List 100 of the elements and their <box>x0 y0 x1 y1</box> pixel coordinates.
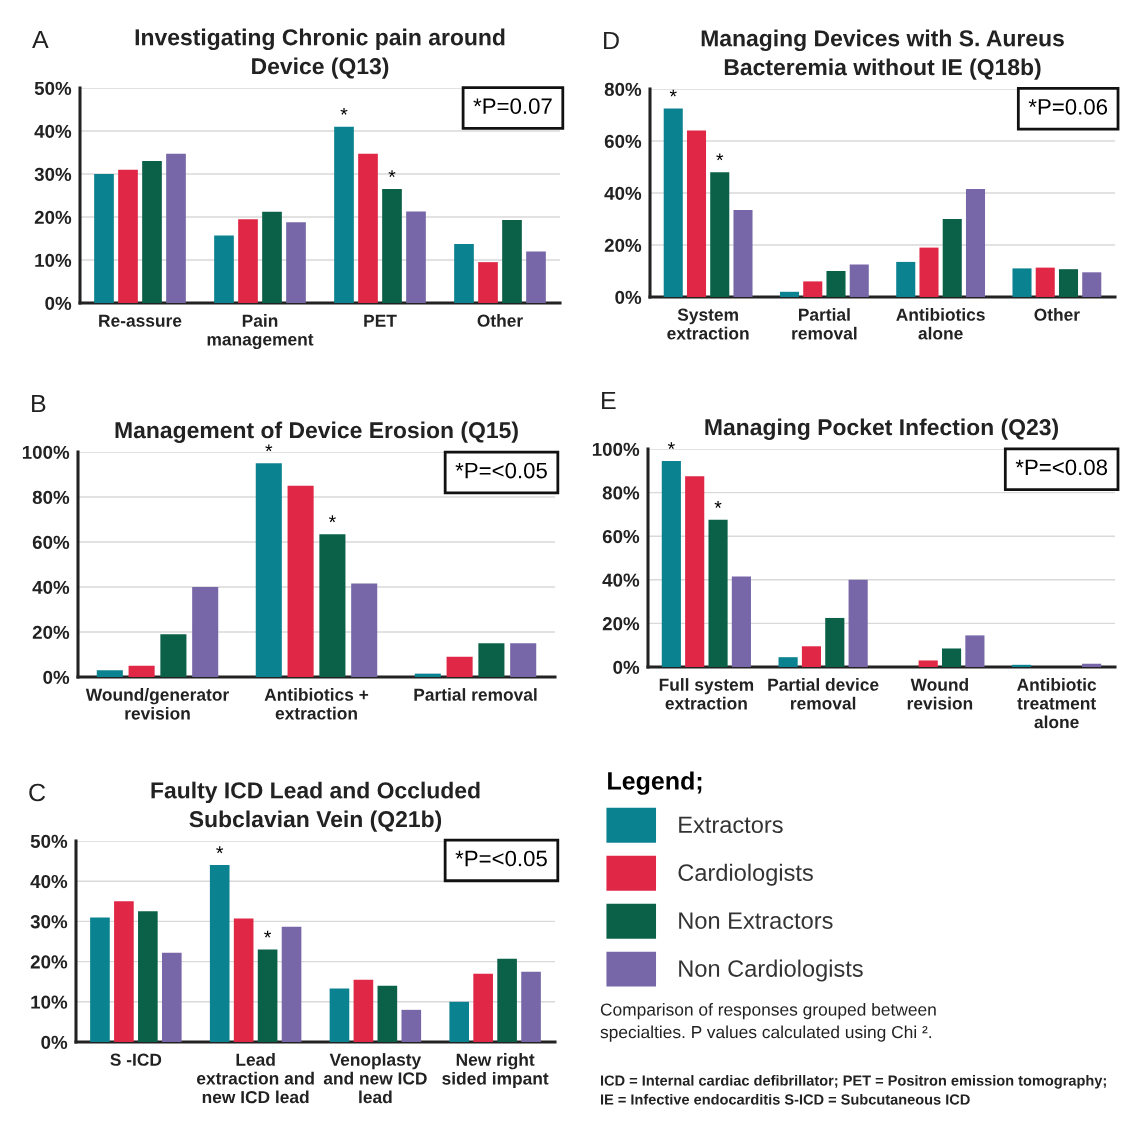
y-tick-label: 20% <box>30 955 68 969</box>
bar <box>918 660 938 667</box>
bar <box>478 262 498 303</box>
bar <box>663 108 683 297</box>
x-tick-label: Other <box>1034 308 1080 321</box>
bar <box>446 656 473 677</box>
y-tick-label: 80% <box>32 490 70 504</box>
data-label: * <box>340 107 348 115</box>
data-label: * <box>265 444 273 452</box>
y-tick-label: 40% <box>34 124 72 138</box>
chart-title: Faulty ICD Lead and Occluded Subclavian Vein (Q21b) <box>151 781 480 832</box>
y-tick-label: 50% <box>30 834 68 848</box>
bar <box>406 211 426 303</box>
bar <box>142 161 162 303</box>
x-tick-label: S -ICD <box>110 1053 162 1066</box>
bar <box>510 643 537 677</box>
y-tick-label: 60% <box>32 535 70 549</box>
bar <box>473 973 493 1042</box>
text: ICD = Internal cardiac defibrillator; PET = Positron emission tomography; IE = Infective endocarditis S-ICD = Subcutaneous ICD <box>600 1075 1106 1105</box>
bar <box>1082 272 1102 297</box>
bar <box>502 220 522 303</box>
bar <box>161 952 182 1042</box>
bar <box>826 271 846 297</box>
bar <box>686 130 707 297</box>
y-tick-label: 0% <box>615 290 642 304</box>
chart-title: Managing Devices with S. Aureus Bacteremia without IE (Q18b) <box>701 29 1064 80</box>
bar <box>1012 664 1032 667</box>
y-tick-label: 30% <box>34 167 72 181</box>
x-tick-label: PET <box>364 314 397 327</box>
legend-label: Extractors <box>679 816 783 834</box>
data-label: * <box>264 930 272 938</box>
bar <box>138 911 158 1042</box>
data-label: * <box>216 846 224 854</box>
text: C <box>29 783 46 802</box>
bar <box>1058 269 1079 297</box>
bar <box>825 617 845 667</box>
bar <box>118 169 138 303</box>
x-tick-label: Lead extraction and new ICD lead <box>196 1053 314 1104</box>
annotation: *P=<0.05 <box>455 850 547 867</box>
legend-label: Non Extractors <box>679 912 833 929</box>
x-tick-label: Antibiotics + extraction <box>264 688 369 720</box>
bar <box>848 579 868 667</box>
bar <box>382 189 402 303</box>
bar <box>965 635 985 667</box>
y-tick-label: 20% <box>604 238 642 252</box>
legend-label: Cardiologists <box>678 863 813 886</box>
annotation: *P=0.07 <box>473 98 552 114</box>
x-tick-label: Antibiotics alone <box>896 308 985 340</box>
bar <box>497 958 517 1042</box>
y-tick-label: 30% <box>30 915 68 929</box>
bar <box>849 264 869 297</box>
bar <box>526 251 546 303</box>
data-label: * <box>714 501 722 508</box>
bar <box>334 126 354 303</box>
bar <box>919 247 939 297</box>
text: D <box>604 31 619 50</box>
y-tick-label: 20% <box>32 625 70 639</box>
bar <box>286 222 306 303</box>
x-tick-label: Full system extraction <box>659 678 754 710</box>
bar <box>779 291 800 297</box>
bar <box>731 576 751 667</box>
bar <box>233 918 254 1042</box>
bar <box>941 648 962 667</box>
x-tick-label: Wound revision <box>907 678 973 710</box>
bar <box>449 1001 470 1042</box>
y-tick-label: 80% <box>602 486 640 500</box>
y-tick-label: 20% <box>34 210 72 224</box>
x-tick-label: Other <box>477 314 523 327</box>
x-tick-label: Wound/generator revision <box>85 688 229 720</box>
y-tick-label: 0% <box>613 660 640 674</box>
bar <box>319 534 346 677</box>
bar <box>255 463 282 677</box>
y-tick-label: 0% <box>41 1035 68 1049</box>
text: E <box>602 391 616 410</box>
legend-label: Non Cardiologists <box>679 959 863 982</box>
bar <box>287 485 314 677</box>
y-tick-label: 40% <box>604 186 642 200</box>
bar <box>329 988 350 1042</box>
data-label: * <box>388 170 396 178</box>
y-tick-label: 40% <box>602 573 640 587</box>
bar <box>192 587 219 677</box>
bar <box>801 646 822 667</box>
x-tick-label: Venoplasty and new ICD lead <box>323 1053 427 1104</box>
bar <box>351 583 378 677</box>
bar <box>1082 663 1102 667</box>
annotation: *P=<0.08 <box>1015 459 1108 476</box>
text: B <box>32 394 46 413</box>
y-tick-label: 100% <box>592 442 640 456</box>
bar <box>377 985 398 1042</box>
bar <box>90 917 110 1042</box>
bar <box>209 865 230 1042</box>
bar <box>685 476 705 667</box>
y-tick-label: 20% <box>602 617 640 631</box>
bar <box>94 174 114 303</box>
bar <box>281 926 302 1042</box>
bar <box>661 460 681 667</box>
data-label: * <box>716 153 724 161</box>
y-tick-label: 40% <box>30 874 68 889</box>
data-label: * <box>669 89 677 97</box>
x-tick-label: Partial removal <box>414 688 537 701</box>
